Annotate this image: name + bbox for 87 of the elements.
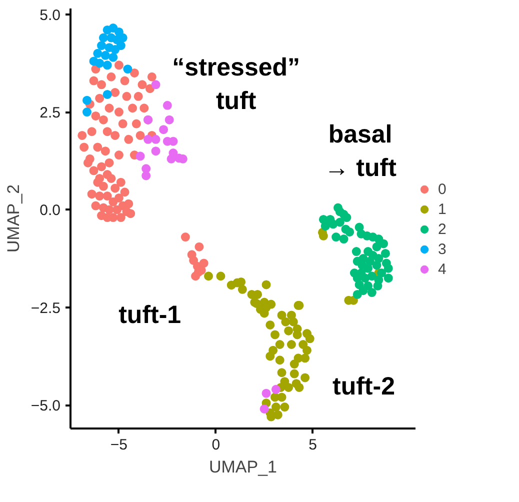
annotation: basal → tuft <box>324 120 398 182</box>
point <box>384 264 393 273</box>
point <box>260 404 269 414</box>
y-tick-label: −2.5 <box>30 300 61 317</box>
point <box>294 382 304 392</box>
legend-label: 4 <box>438 260 448 278</box>
point <box>123 64 132 74</box>
point <box>286 340 296 349</box>
point <box>102 60 112 70</box>
point <box>102 90 112 99</box>
point <box>204 272 213 281</box>
point <box>159 125 168 134</box>
annotation: tuft-2 <box>332 372 395 400</box>
point <box>377 268 386 278</box>
legend-label: 2 <box>438 220 448 238</box>
point <box>277 310 286 320</box>
point <box>367 288 376 298</box>
point <box>352 290 362 299</box>
point <box>151 146 160 156</box>
x-tick-label: −5 <box>110 436 128 454</box>
point <box>335 218 344 227</box>
point <box>142 171 151 180</box>
point <box>305 334 314 344</box>
point <box>290 360 299 369</box>
point <box>144 134 153 144</box>
legend-label: 0 <box>438 180 448 198</box>
x-tick-label: 5 <box>308 436 317 454</box>
point <box>277 368 286 378</box>
point <box>95 58 104 68</box>
point <box>162 100 172 110</box>
point <box>290 369 299 378</box>
point <box>266 352 275 361</box>
point <box>339 234 348 244</box>
point <box>352 247 361 256</box>
y-axis-title: UMAP_2 <box>4 184 23 253</box>
y-tick-label: 0.0 <box>40 202 61 220</box>
point <box>280 402 290 412</box>
point <box>238 284 247 294</box>
point <box>262 280 271 290</box>
point <box>275 340 284 349</box>
point <box>372 242 382 252</box>
point <box>266 320 275 330</box>
point <box>270 330 280 340</box>
y-tick-label: 2.5 <box>40 104 61 122</box>
point <box>284 382 294 392</box>
point <box>380 248 390 258</box>
point <box>300 373 310 382</box>
point <box>93 48 102 58</box>
point <box>345 227 354 236</box>
point <box>271 384 280 394</box>
y-tick-label: −5.0 <box>30 398 61 415</box>
point <box>277 392 286 402</box>
x-axis-title: UMAP_1 <box>208 458 278 476</box>
point <box>342 213 352 222</box>
point <box>100 50 110 60</box>
point <box>360 274 370 283</box>
point <box>275 356 284 365</box>
point <box>302 346 312 355</box>
point <box>97 41 106 50</box>
point <box>379 239 388 248</box>
point <box>98 33 108 42</box>
point <box>384 274 393 283</box>
point <box>372 260 382 270</box>
point <box>151 134 160 144</box>
point <box>216 272 226 281</box>
x-tick-label: 0 <box>212 436 220 454</box>
point <box>364 264 373 273</box>
legend-label: 1 <box>438 200 448 218</box>
y-tick-label: 5.0 <box>40 6 61 24</box>
annotation: tuft-1 <box>118 301 182 330</box>
point <box>164 115 174 124</box>
point <box>300 354 310 363</box>
point <box>262 388 271 398</box>
point <box>116 41 126 50</box>
point <box>108 52 118 62</box>
point <box>136 152 145 161</box>
point <box>82 108 92 117</box>
point <box>284 326 294 336</box>
point <box>286 310 296 320</box>
annotation: “stressed” tuft <box>172 53 300 115</box>
legend-label: 3 <box>438 240 448 258</box>
point <box>332 232 341 242</box>
point <box>166 154 176 164</box>
point <box>151 80 160 90</box>
point <box>320 222 330 231</box>
point <box>271 402 280 412</box>
point <box>82 96 92 105</box>
